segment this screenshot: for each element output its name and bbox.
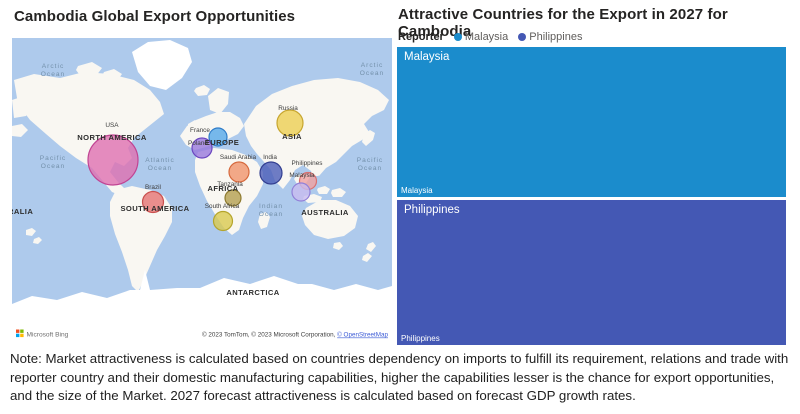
bubble-france[interactable] xyxy=(208,127,228,147)
country-label-south-africa: South Africa xyxy=(205,203,240,210)
country-label-philippines: Philippines xyxy=(292,160,323,167)
legend-title: Reporter xyxy=(398,30,444,43)
treemap-tile-philippines[interactable]: Philippines Philippines xyxy=(397,200,786,345)
landmass-se-asia-islands xyxy=(294,130,375,203)
continent-label-europe: EUROPE xyxy=(205,138,239,147)
country-label-usa: USA xyxy=(105,122,119,129)
landmass-australia xyxy=(26,200,376,262)
treemap-tile-philippines-footer: Philippines xyxy=(401,334,440,343)
ms-logo-red-square xyxy=(16,329,20,333)
ocean-labels: Arctic Ocean Arctic Ocean Pacific Ocean Atl… xyxy=(40,62,384,218)
landmass-asia xyxy=(244,78,389,189)
legend-label-philippines: Philippines xyxy=(529,30,583,43)
legend-label-malaysia: Malaysia xyxy=(464,30,509,43)
landmass-siberia-wrap xyxy=(12,96,32,137)
map-attribution: © 2023 TomTom, © 2023 Microsoft Corporat… xyxy=(202,331,389,339)
landmass-greenland xyxy=(132,40,192,90)
treemap-tile-malaysia[interactable]: Malaysia Malaysia xyxy=(397,47,786,197)
ms-logo-blue-square xyxy=(16,333,20,338)
bubble-brazil[interactable] xyxy=(141,190,165,214)
ocean-label-arctic-left: Arctic Ocean xyxy=(41,63,65,78)
bubble-usa[interactable] xyxy=(87,134,139,186)
ocean-label-pacific-right: Pacific Ocean xyxy=(357,157,383,172)
landmasses xyxy=(12,40,392,342)
landmass-europe xyxy=(180,88,244,150)
treemap-tile-malaysia-footer: Malaysia xyxy=(401,186,433,195)
ocean-label-indian: Indian Ocean xyxy=(259,203,283,218)
country-label-poland: Poland xyxy=(188,140,208,147)
treemap-chart: Malaysia Malaysia Philippines Philippine… xyxy=(397,47,786,345)
bing-logo: Microsoft Bing xyxy=(16,329,69,339)
export-bubbles xyxy=(87,109,318,232)
continent-label-australia-wrapped: RALIA xyxy=(12,207,33,216)
legend-dot-malaysia-icon xyxy=(453,32,462,41)
continent-labels: NORTH AMERICA SOUTH AMERICA EUROPE AFRIC… xyxy=(12,132,349,297)
treemap-visual-title: Attractive Countries for the Export in 2… xyxy=(398,6,728,40)
bubble-india[interactable] xyxy=(259,161,283,185)
legend-item-philippines[interactable]: Philippines xyxy=(518,31,582,43)
continent-label-antarctica: ANTARCTICA xyxy=(226,288,279,297)
bubble-poland[interactable] xyxy=(191,137,213,159)
bing-map-canvas[interactable]: Arctic Ocean Arctic Ocean Pacific Ocean Atl… xyxy=(12,38,392,342)
note-text: Note: Market attractiveness is calculate… xyxy=(10,351,789,404)
treemap-tile-philippines-header: Philippines xyxy=(404,204,460,216)
bubble-south-africa[interactable] xyxy=(212,210,234,232)
bing-logo-text: Microsoft Bing xyxy=(27,332,69,339)
bubble-malaysia[interactable] xyxy=(291,182,311,202)
ms-logo-green-square xyxy=(20,329,24,333)
country-labels: USA Russia France Poland Saudi Arabia In… xyxy=(105,105,322,210)
map-visual-title: Cambodia Global Export Opportunities xyxy=(14,8,296,25)
legend-dot-philippines-icon xyxy=(518,32,527,41)
continent-label-australia: AUSTRALIA xyxy=(301,208,349,217)
openstreetmap-link[interactable]: © OpenStreetMap xyxy=(337,331,388,339)
map-copyright-text: © 2023 TomTom, © 2023 Microsoft Corporat… xyxy=(202,331,337,339)
treemap-legend: Reporter Malaysia Philippines xyxy=(398,29,786,44)
bubble-tanzania[interactable] xyxy=(224,189,242,207)
treemap-tile-malaysia-header: Malaysia xyxy=(404,51,450,63)
country-label-india: India xyxy=(263,154,277,161)
country-label-russia: Russia xyxy=(278,105,298,112)
bubble-saudi-arabia[interactable] xyxy=(228,161,250,183)
ms-logo-yellow-square xyxy=(20,333,24,338)
country-label-malaysia: Malaysia xyxy=(289,172,315,179)
continent-label-africa: AFRICA xyxy=(207,184,238,193)
landmass-canadian-islands xyxy=(76,62,210,96)
continent-label-north-america: NORTH AMERICA xyxy=(77,133,147,142)
country-label-brazil: Brazil xyxy=(145,184,161,191)
country-label-france: France xyxy=(190,127,210,134)
bubble-russia[interactable] xyxy=(276,109,304,137)
country-label-tanzania: Tanzania xyxy=(217,181,243,188)
continent-label-south-america: SOUTH AMERICA xyxy=(120,204,189,213)
landmass-north-america xyxy=(14,72,164,196)
ocean-label-atlantic: Atlantic Ocean xyxy=(145,157,175,172)
continent-label-asia: ASIA xyxy=(282,132,302,141)
legend-item-malaysia[interactable]: Malaysia xyxy=(453,30,509,43)
landmass-antarctica xyxy=(12,270,392,342)
ocean-label-arctic-right: Arctic Ocean xyxy=(360,62,384,77)
world-map[interactable]: Arctic Ocean Arctic Ocean Pacific Ocean Atl… xyxy=(12,38,392,342)
ocean-label-pacific-left: Pacific Ocean xyxy=(40,155,66,170)
country-label-saudi-arabia: Saudi Arabia xyxy=(220,154,257,161)
